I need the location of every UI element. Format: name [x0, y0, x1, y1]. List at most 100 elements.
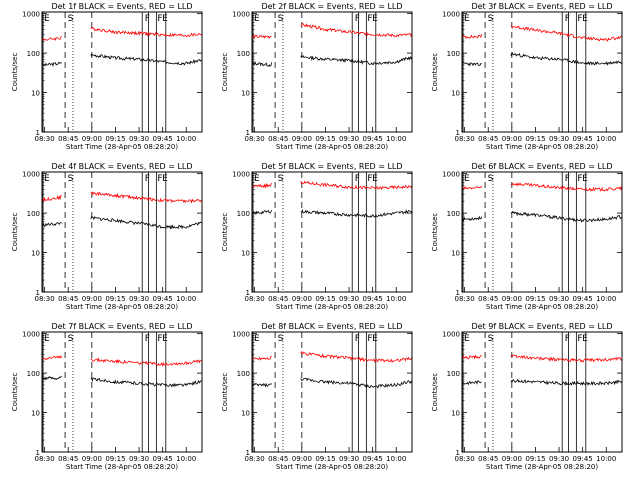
marker-label: E [254, 14, 260, 24]
y-tick-label: 1 [36, 129, 40, 137]
y-tick-label: 10 [241, 250, 250, 258]
marker-label: F [367, 14, 372, 24]
panel-title: Det 6f BLACK = Events, RED = LLD [471, 162, 612, 171]
y-tick-label: 1000 [442, 331, 460, 339]
marker-label: E [372, 14, 378, 24]
marker-label: S [488, 174, 494, 184]
x-axis-label: Start Time (28-Apr-05 08:28:20) [486, 143, 598, 151]
y-tick-label: 1 [36, 289, 40, 297]
y-tick-label: 100 [27, 370, 40, 378]
x-tick-label: 10:00 [176, 455, 196, 463]
x-tick-label: 09:15 [105, 295, 125, 303]
x-tick-label: 10:00 [176, 135, 196, 143]
y-tick-label: 10 [241, 410, 250, 418]
y-axis-label: Counts/sec [221, 53, 229, 92]
lld-series [41, 26, 202, 42]
x-tick-label: 09:30 [339, 295, 359, 303]
x-tick-label: 08:30 [35, 135, 55, 143]
marker-label: S [488, 334, 494, 344]
marker-label: F [367, 174, 372, 184]
y-tick-label: 100 [237, 50, 250, 58]
x-tick-label: 08:45 [268, 295, 288, 303]
plot-frame [41, 11, 203, 133]
marker-label: F [355, 14, 360, 24]
lld-series [251, 350, 413, 363]
y-axis-label: Counts/sec [431, 53, 439, 92]
plot-frame [251, 11, 413, 133]
y-tick-label: 1000 [232, 11, 250, 19]
x-tick-label: 08:30 [455, 295, 475, 303]
x-tick-label: 09:00 [292, 455, 312, 463]
y-tick-label: 1 [36, 449, 40, 457]
x-tick-label: 09:30 [549, 455, 569, 463]
x-axis-label: Start Time (28-Apr-05 08:28:20) [486, 303, 598, 311]
x-tick-label: 08:30 [35, 455, 55, 463]
x-tick-label: 09:30 [339, 135, 359, 143]
marker-label: F [355, 334, 360, 344]
y-axis-label: Counts/sec [11, 213, 19, 252]
panel-title: Det 9f BLACK = Events, RED = LLD [471, 322, 612, 331]
x-tick-label: 09:45 [153, 295, 173, 303]
y-tick-label: 1000 [22, 11, 40, 19]
panel-title: Det 8f BLACK = Events, RED = LLD [261, 322, 402, 331]
panel-title: Det 4f BLACK = Events, RED = LLD [51, 162, 192, 171]
y-tick-label: 1 [456, 449, 460, 457]
x-tick-label: 10:00 [386, 135, 406, 143]
panel-title: Det 1f BLACK = Events, RED = LLD [51, 2, 192, 11]
y-tick-label: 1000 [442, 171, 460, 179]
marker-label: S [68, 174, 74, 184]
panel-title: Det 2f BLACK = Events, RED = LLD [261, 2, 402, 11]
y-tick-label: 1000 [232, 171, 250, 179]
marker-label: F [565, 14, 570, 24]
x-axis-label: Start Time (28-Apr-05 08:28:20) [66, 303, 178, 311]
x-tick-label: 09:00 [292, 295, 312, 303]
y-tick-label: 10 [31, 90, 40, 98]
x-tick-label: 09:15 [105, 135, 125, 143]
x-tick-label: 09:45 [153, 135, 173, 143]
plot-frame [461, 171, 623, 293]
x-tick-label: 08:30 [245, 135, 265, 143]
y-axis-label: Counts/sec [221, 213, 229, 252]
y-tick-label: 10 [451, 410, 460, 418]
marker-label: S [278, 14, 284, 24]
events-series [41, 53, 202, 67]
x-tick-label: 09:00 [82, 455, 102, 463]
lld-series [461, 354, 622, 363]
y-tick-label: 1 [456, 129, 460, 137]
marker-label: F [157, 174, 162, 184]
events-series [41, 375, 202, 388]
panel-title: Det 5f BLACK = Events, RED = LLD [261, 162, 402, 171]
x-tick-label: 08:45 [58, 455, 78, 463]
x-tick-label: 08:45 [268, 135, 288, 143]
marker-label: F [145, 14, 150, 24]
marker-label: S [278, 174, 284, 184]
marker-label: F [355, 174, 360, 184]
x-tick-label: 09:45 [573, 295, 593, 303]
marker-label: S [68, 334, 74, 344]
x-tick-label: 09:00 [82, 295, 102, 303]
marker-label: E [162, 334, 168, 344]
x-tick-label: 09:45 [153, 455, 173, 463]
x-tick-label: 09:00 [502, 455, 522, 463]
marker-label: E [162, 14, 168, 24]
x-tick-label: 08:30 [455, 135, 475, 143]
x-tick-label: 08:30 [455, 455, 475, 463]
marker-label: E [44, 174, 50, 184]
x-tick-label: 10:00 [386, 455, 406, 463]
y-tick-label: 100 [447, 370, 460, 378]
x-tick-label: 09:30 [129, 295, 149, 303]
x-tick-label: 08:45 [478, 135, 498, 143]
panel-title: Det 3f BLACK = Events, RED = LLD [471, 2, 612, 11]
y-tick-label: 1 [246, 129, 250, 137]
x-tick-label: 09:15 [525, 295, 545, 303]
y-tick-label: 10 [31, 250, 40, 258]
marker-label: E [372, 334, 378, 344]
y-tick-label: 1000 [442, 11, 460, 19]
